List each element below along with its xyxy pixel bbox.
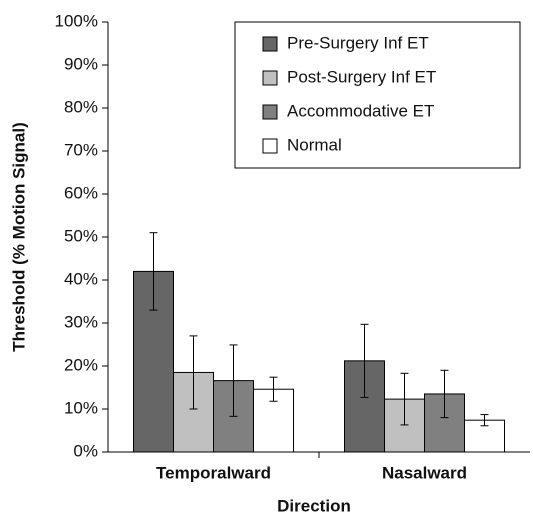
y-axis-label: Threshold (% Motion Signal) — [9, 122, 28, 351]
legend-label: Pre-Surgery Inf ET — [287, 33, 429, 52]
legend-box — [234, 21, 521, 169]
y-tick-label: 90% — [64, 54, 98, 73]
error-bar — [440, 369, 449, 419]
legend-swatch — [262, 104, 278, 120]
error-bar — [269, 376, 278, 402]
error-bar — [400, 372, 409, 426]
x-axis-label: Direction — [277, 496, 351, 515]
legend-swatch — [262, 36, 278, 52]
error-bar — [189, 335, 198, 410]
y-tick-label: 60% — [64, 183, 98, 202]
error-bar — [360, 323, 369, 398]
legend-label: Post-Surgery Inf ET — [287, 67, 436, 86]
y-tick-label: 50% — [64, 226, 98, 245]
y-tick-label: 30% — [64, 312, 98, 331]
y-tick-label: 100% — [55, 11, 98, 30]
y-tick-label: 80% — [64, 97, 98, 116]
y-tick-label: 10% — [64, 398, 98, 417]
legend-swatch — [262, 70, 278, 86]
legend-label: Normal — [287, 135, 342, 154]
legend-label: Accommodative ET — [287, 101, 434, 120]
y-tick-label: 0% — [73, 441, 98, 460]
y-tick-label: 40% — [64, 269, 98, 288]
x-tick-label: Temporalward — [156, 463, 271, 482]
x-tick-label: Nasalward — [382, 463, 467, 482]
error-bar — [229, 344, 238, 417]
error-bar — [149, 232, 158, 311]
y-tick-label: 20% — [64, 355, 98, 374]
y-tick-label: 70% — [64, 140, 98, 159]
error-bar — [480, 414, 489, 427]
legend-swatch — [262, 138, 278, 154]
bar — [253, 388, 294, 453]
